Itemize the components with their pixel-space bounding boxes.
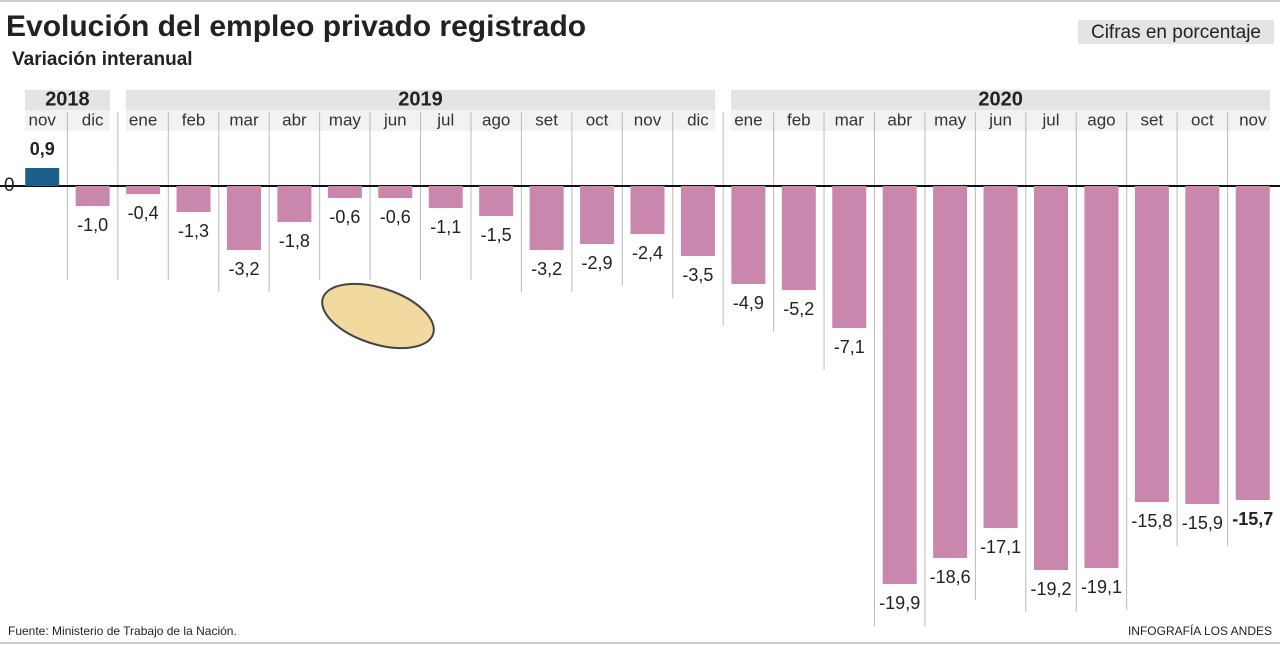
bar xyxy=(933,186,968,558)
x-tick-label: set xyxy=(535,110,558,129)
bar xyxy=(580,186,615,244)
value-label: -15,9 xyxy=(1182,513,1223,533)
y-tick-label: 0 xyxy=(4,175,15,196)
value-label: -17,1 xyxy=(980,537,1021,557)
x-tick-label: ene xyxy=(734,110,762,129)
bar xyxy=(731,186,766,284)
x-tick-label: abr xyxy=(887,110,912,129)
month-band xyxy=(731,110,1270,131)
bar xyxy=(832,186,867,328)
bar xyxy=(882,186,917,584)
value-label: -1,5 xyxy=(481,225,512,245)
value-label: -7,1 xyxy=(834,337,865,357)
x-tick-label: ago xyxy=(482,110,510,129)
value-label: -19,9 xyxy=(879,593,920,613)
note-box xyxy=(1078,20,1274,44)
x-tick-label: dic xyxy=(687,110,709,129)
year-band xyxy=(125,90,716,110)
bar xyxy=(327,186,362,198)
year-label: 2019 xyxy=(398,88,443,110)
bar xyxy=(277,186,312,222)
value-label: -18,6 xyxy=(930,567,971,587)
illustration xyxy=(321,282,435,350)
bar xyxy=(479,186,514,216)
source: Fuente: Ministerio de Trabajo de la Naci… xyxy=(8,624,237,638)
value-label: -0,6 xyxy=(329,207,360,227)
note: Cifras en porcentaje xyxy=(1091,22,1261,43)
bar xyxy=(529,186,564,250)
bar xyxy=(428,186,463,208)
value-label: -0,6 xyxy=(380,207,411,227)
value-label: -15,8 xyxy=(1131,511,1172,531)
bar xyxy=(781,186,816,290)
x-tick-label: ene xyxy=(129,110,157,129)
x-tick-label: nov xyxy=(29,110,57,129)
plot: 2018 2019 2020 0 nov 0,9 dic -1,0 ene -0,4 feb -1,3… xyxy=(0,88,1280,626)
x-tick-label: oct xyxy=(1191,110,1214,129)
chart-subtitle: Variación interanual xyxy=(12,49,193,70)
x-tick-label: jul xyxy=(436,110,454,129)
value-label: -3,2 xyxy=(531,259,562,279)
bar xyxy=(176,186,211,212)
year-band xyxy=(731,90,1270,110)
bar xyxy=(1034,186,1069,570)
bar xyxy=(126,186,161,194)
value-label: -1,3 xyxy=(178,221,209,241)
value-label: 0,9 xyxy=(30,139,55,159)
bar xyxy=(1185,186,1220,504)
x-tick-label: mar xyxy=(835,110,865,129)
value-label: -4,9 xyxy=(733,293,764,313)
x-tick-label: nov xyxy=(1239,110,1267,129)
bar xyxy=(25,168,60,186)
bar xyxy=(226,186,261,250)
value-label: -3,5 xyxy=(682,265,713,285)
x-tick-label: mar xyxy=(229,110,259,129)
year-band xyxy=(25,90,110,110)
x-tick-label: nov xyxy=(634,110,662,129)
value-label: -15,7 xyxy=(1232,509,1273,529)
value-label: -19,2 xyxy=(1031,579,1072,599)
x-tick-label: feb xyxy=(182,110,206,129)
value-label: -1,1 xyxy=(430,217,461,237)
value-label: -5,2 xyxy=(783,299,814,319)
value-label: -1,8 xyxy=(279,231,310,251)
bar xyxy=(983,186,1018,528)
x-tick-label: feb xyxy=(787,110,811,129)
bar xyxy=(680,186,715,256)
x-tick-label: set xyxy=(1141,110,1164,129)
value-label: -2,9 xyxy=(582,253,613,273)
x-tick-label: dic xyxy=(82,110,104,129)
x-tick-label: abr xyxy=(282,110,307,129)
bar xyxy=(1134,186,1169,502)
value-label: -2,4 xyxy=(632,243,663,263)
value-label: -1,0 xyxy=(77,215,108,235)
x-tick-label: jul xyxy=(1042,110,1060,129)
bar xyxy=(1084,186,1119,568)
credit: INFOGRAFÍA LOS ANDES xyxy=(1128,623,1272,638)
value-label: -3,2 xyxy=(228,259,259,279)
chart-title: Evolución del empleo privado registrado xyxy=(6,10,586,43)
bar xyxy=(1235,186,1270,500)
year-label: 2020 xyxy=(978,88,1023,110)
x-tick-label: jun xyxy=(383,110,407,129)
x-tick-label: may xyxy=(329,110,362,129)
x-tick-label: jun xyxy=(988,110,1012,129)
value-label: -19,1 xyxy=(1081,577,1122,597)
x-tick-label: oct xyxy=(586,110,609,129)
year-label: 2018 xyxy=(45,88,90,110)
x-tick-label: ago xyxy=(1087,110,1115,129)
bar xyxy=(630,186,665,234)
x-tick-label: may xyxy=(934,110,967,129)
bar xyxy=(75,186,110,206)
value-label: -0,4 xyxy=(128,203,159,223)
bar xyxy=(378,186,413,198)
